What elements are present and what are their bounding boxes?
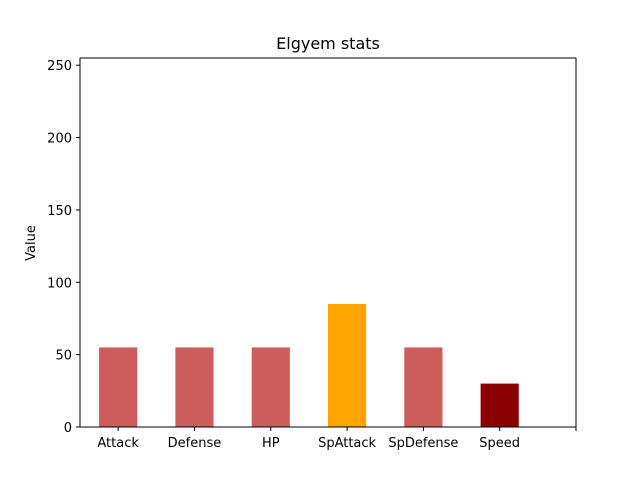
x-tick-label: Attack [97, 436, 139, 451]
y-tick-label: 100 [47, 276, 72, 291]
y-tick-label: 150 [47, 204, 72, 219]
y-tick-label: 50 [55, 349, 72, 364]
bar-attack [99, 347, 138, 427]
y-axis-label: Value [24, 225, 39, 261]
x-tick-label: SpAttack [318, 436, 376, 451]
x-tick-label: Defense [168, 436, 222, 451]
x-tick-label: HP [262, 436, 280, 451]
bars-group [99, 304, 519, 427]
y-tick-label: 250 [47, 59, 72, 74]
chart-title: Elgyem stats [276, 34, 380, 53]
y-tick-label: 0 [64, 421, 72, 436]
y-axis: 0 50 100 150 200 250 [47, 59, 80, 436]
bar-spdefense [404, 347, 443, 427]
x-axis: Attack Defense HP SpAttack SpDefense Speed [97, 427, 577, 451]
bar-spattack [328, 304, 367, 427]
bar-hp [251, 347, 290, 427]
bar-defense [175, 347, 214, 427]
plot-frame [79, 57, 577, 428]
x-tick-label: SpDefense [388, 436, 458, 451]
x-tick-label: Speed [479, 436, 520, 451]
bar-speed [480, 383, 519, 427]
y-tick-label: 200 [47, 132, 72, 147]
